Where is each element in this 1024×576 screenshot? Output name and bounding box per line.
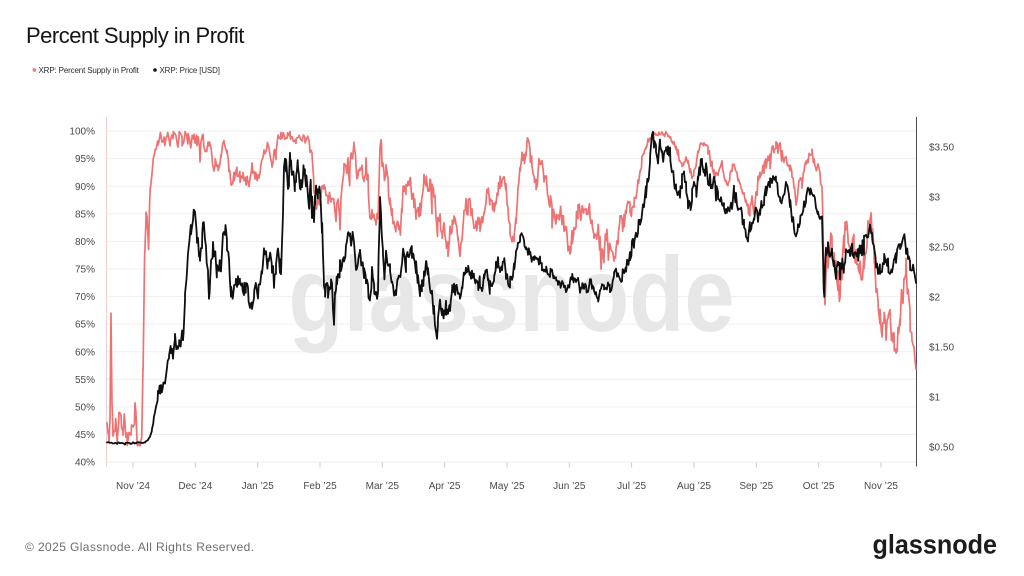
svg-text:May ’25: May ’25	[489, 481, 524, 492]
svg-text:$1.50: $1.50	[929, 342, 954, 353]
svg-text:$2: $2	[929, 292, 941, 303]
svg-text:70%: 70%	[75, 292, 95, 303]
svg-text:Dec ’24: Dec ’24	[178, 481, 212, 492]
svg-text:$0.50: $0.50	[929, 443, 954, 454]
svg-text:XRP: Percent Supply in Profit: XRP: Percent Supply in Profit	[39, 66, 140, 75]
svg-text:Oct ’25: Oct ’25	[803, 481, 835, 492]
svg-text:Feb ’25: Feb ’25	[303, 481, 337, 492]
svg-text:75%: 75%	[75, 265, 95, 276]
svg-text:100%: 100%	[69, 127, 95, 138]
svg-text:Nov ’24: Nov ’24	[116, 481, 150, 492]
svg-text:65%: 65%	[75, 320, 95, 331]
svg-text:Jul ’25: Jul ’25	[617, 481, 646, 492]
svg-text:glassnode: glassnode	[289, 236, 735, 354]
svg-text:55%: 55%	[75, 375, 95, 386]
svg-text:95%: 95%	[75, 154, 95, 165]
svg-text:Percent Supply in Profit: Percent Supply in Profit	[26, 23, 244, 48]
svg-text:glassnode: glassnode	[873, 530, 998, 560]
svg-text:90%: 90%	[75, 182, 95, 193]
svg-text:$1: $1	[929, 393, 941, 404]
svg-text:60%: 60%	[75, 347, 95, 358]
svg-text:Jan ’25: Jan ’25	[242, 481, 275, 492]
svg-text:$3: $3	[929, 192, 941, 203]
svg-text:Nov ’25: Nov ’25	[864, 481, 898, 492]
svg-text:Sep ’25: Sep ’25	[739, 481, 773, 492]
svg-text:© 2025 Glassnode. All Rights R: © 2025 Glassnode. All Rights Reserved.	[25, 540, 255, 554]
svg-text:50%: 50%	[75, 403, 95, 414]
svg-text:85%: 85%	[75, 209, 95, 220]
svg-text:XRP: Price [USD]: XRP: Price [USD]	[160, 66, 220, 75]
svg-text:45%: 45%	[75, 430, 95, 441]
svg-text:Mar ’25: Mar ’25	[366, 481, 400, 492]
svg-text:$3.50: $3.50	[929, 142, 954, 153]
svg-text:Jun ’25: Jun ’25	[553, 481, 586, 492]
svg-text:Aug ’25: Aug ’25	[677, 481, 711, 492]
svg-text:40%: 40%	[75, 458, 95, 469]
svg-text:$2.50: $2.50	[929, 242, 954, 253]
svg-text:Apr ’25: Apr ’25	[429, 481, 461, 492]
svg-text:80%: 80%	[75, 237, 95, 248]
